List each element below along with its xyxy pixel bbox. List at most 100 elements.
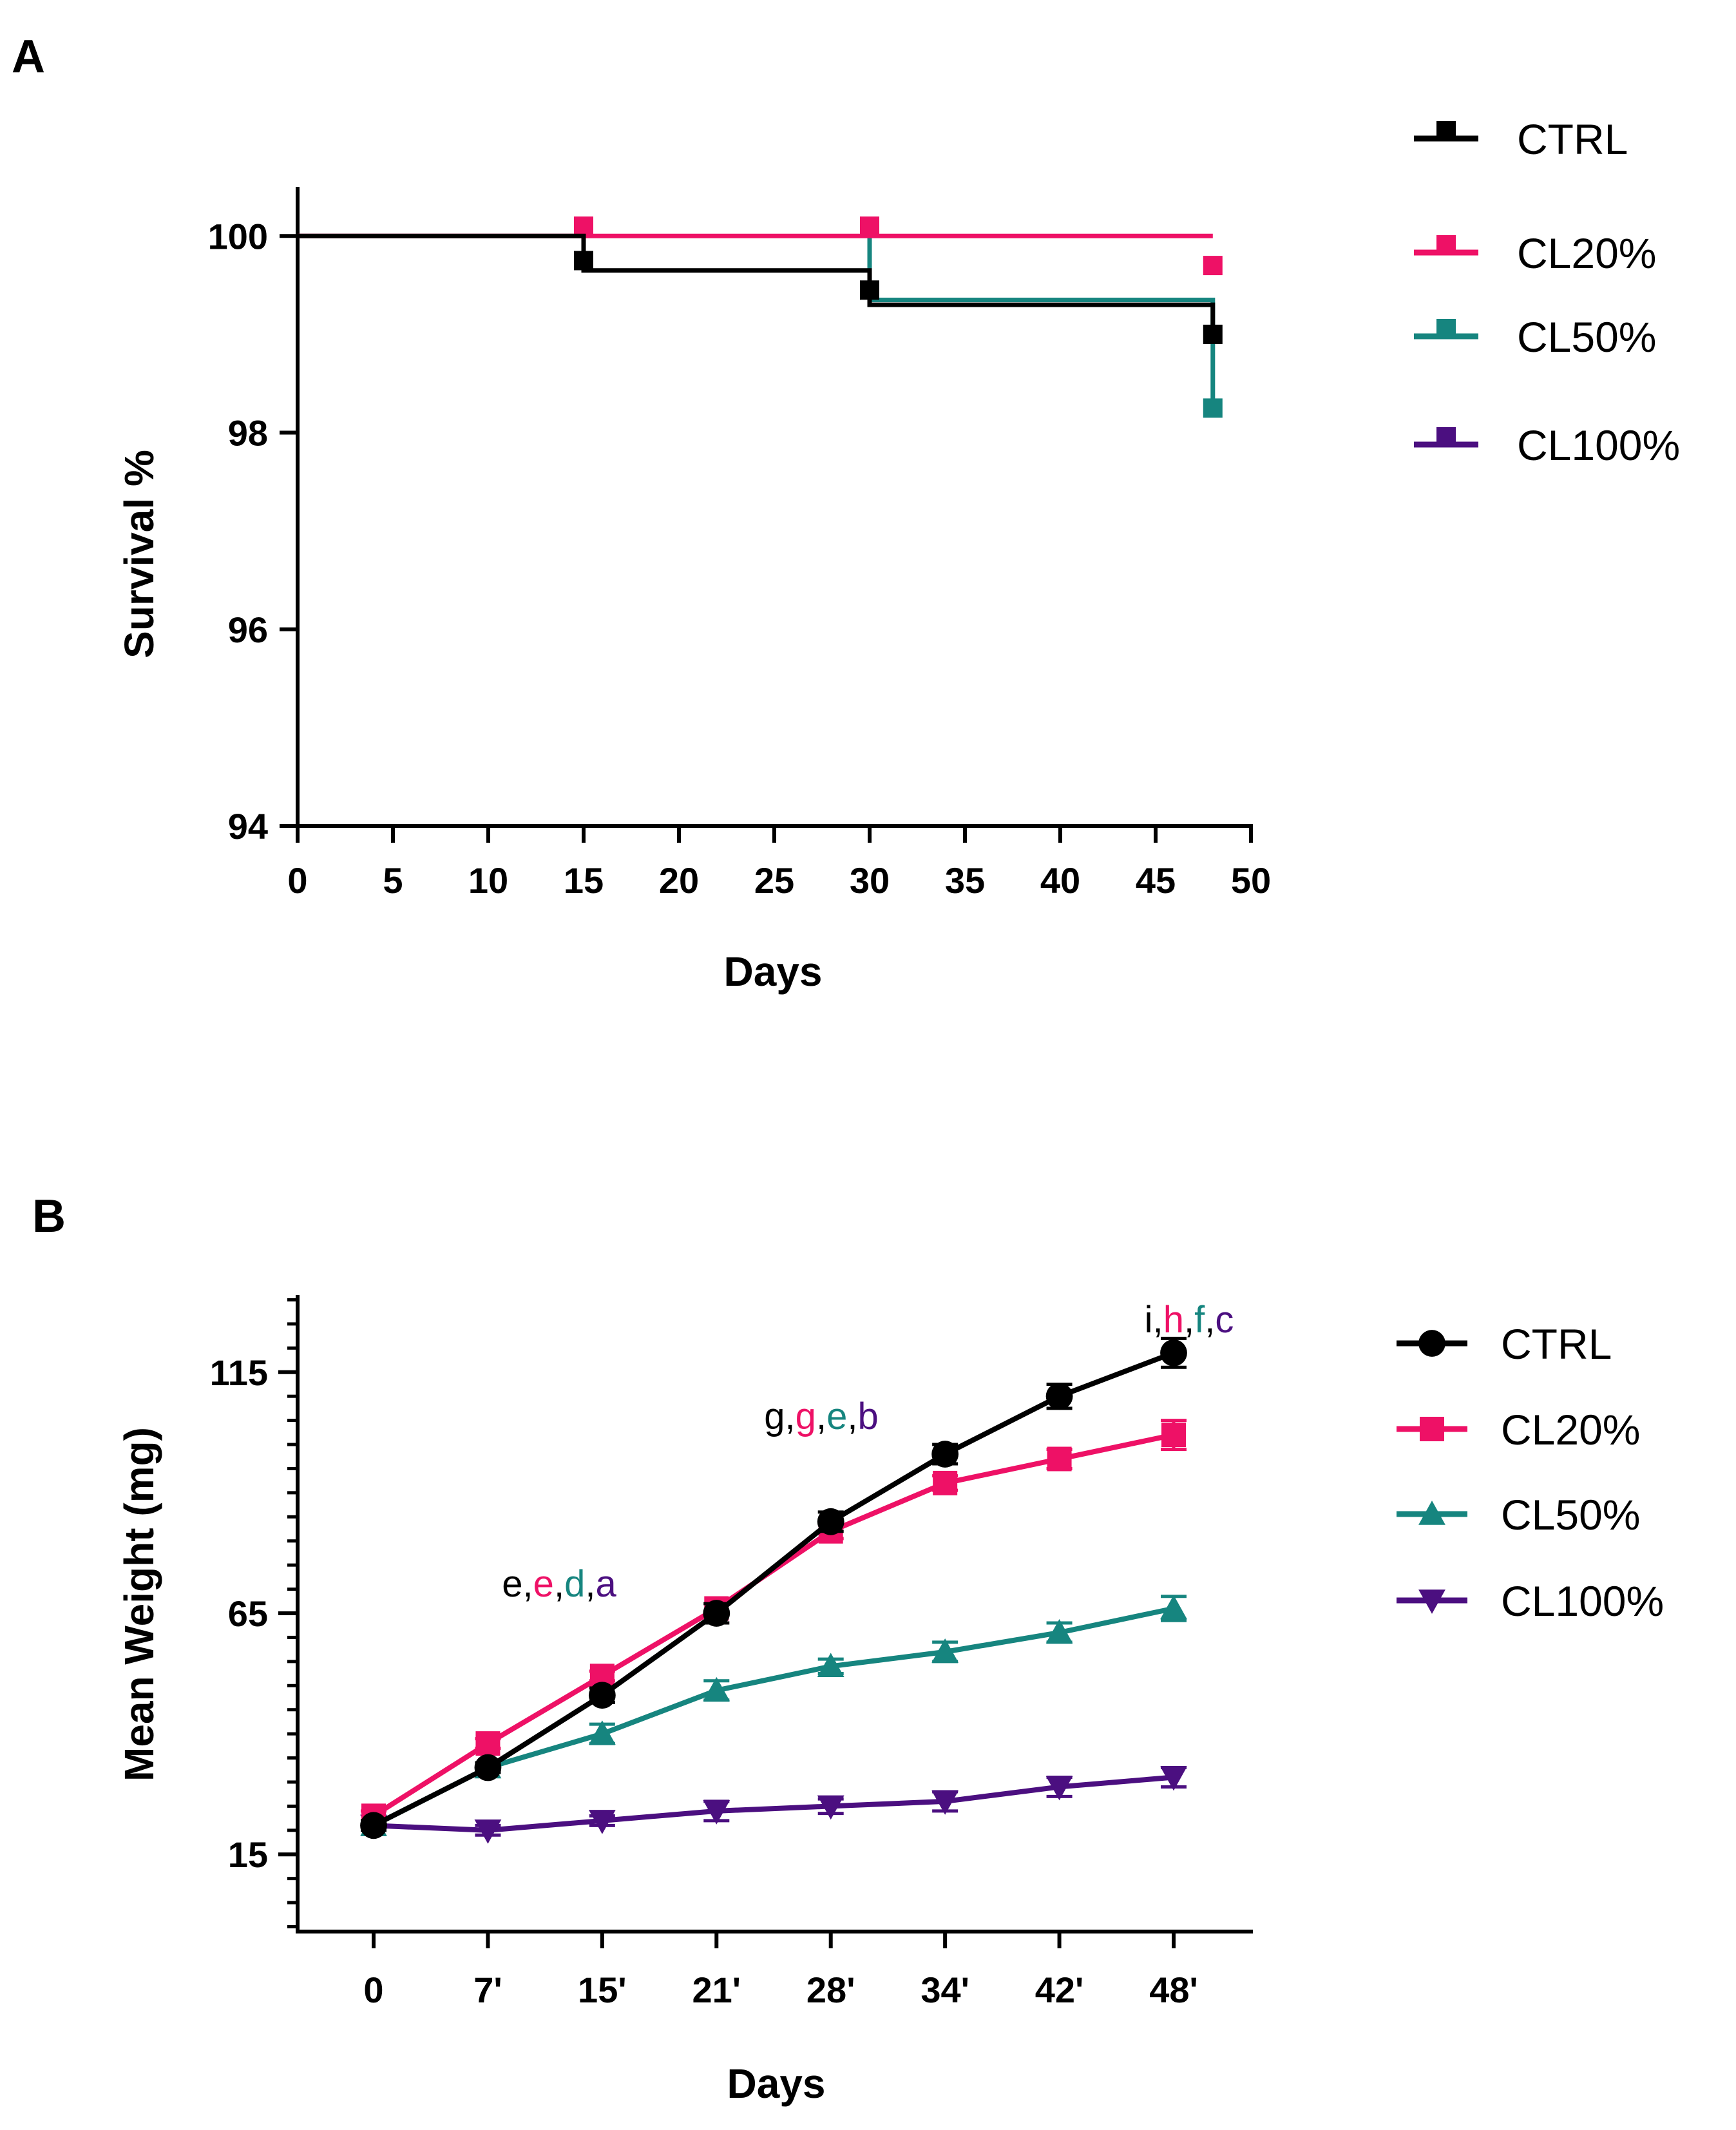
legend-marker-cl20pct — [1420, 1417, 1444, 1441]
significance-letter: i — [1145, 1299, 1153, 1341]
legend-marker-cl20pct — [1436, 235, 1456, 254]
y-tick-label: 96 — [228, 609, 268, 650]
series-line-ctrl — [298, 233, 1216, 340]
axes: 0 7' 15' 21' 28' 34' 42' 48' 15 65 115 — [210, 1295, 1253, 2010]
significance-letter: , — [1153, 1299, 1163, 1341]
x-tick-label: 21' — [692, 1970, 741, 2010]
x-tick-label: 20 — [659, 860, 699, 901]
legend-label-cl20pct: CL20% — [1501, 1406, 1640, 1454]
data-point-ctrl — [1045, 1383, 1073, 1410]
x-tick-label: 5 — [383, 860, 403, 901]
data-point-cl50pct — [931, 1638, 959, 1663]
x-tick-label: 15' — [578, 1970, 627, 2010]
legend-label-ctrl: CTRL — [1517, 115, 1628, 163]
data-point-cl50pct — [703, 1676, 730, 1702]
x-tick-label: 42' — [1035, 1970, 1084, 2010]
data-point-ctrl — [474, 1754, 502, 1781]
data-point-cl100pct — [474, 1819, 502, 1844]
censor-mark-cl50pct — [1203, 398, 1223, 418]
y-tick-label: 115 — [210, 1352, 268, 1393]
x-axis-title: Days — [724, 948, 823, 995]
data-point-cl100pct — [931, 1790, 959, 1815]
series-line-cl50pct — [372, 1606, 1174, 1828]
significance-letter: , — [847, 1396, 857, 1437]
data-point-cl100pct — [588, 1810, 616, 1834]
series-line-cl100pct — [373, 1774, 1174, 1833]
y-tick-label: 98 — [228, 413, 268, 454]
y-tick-label: 65 — [228, 1593, 268, 1634]
significance-letter: e — [533, 1563, 554, 1605]
y-tick-label: 94 — [228, 806, 268, 847]
significance-letter: g — [764, 1396, 785, 1437]
censor-mark-cl20pct — [574, 216, 593, 236]
x-tick-label: 0 — [287, 860, 307, 901]
legend-marker-ctrl — [1436, 121, 1456, 140]
data-point-cl20pct — [475, 1731, 501, 1756]
data-point-cl20pct — [933, 1470, 958, 1495]
legend-label-cl100pct: CL100% — [1517, 421, 1680, 469]
significance-letter: , — [1205, 1299, 1215, 1341]
significance-letter: c — [1215, 1299, 1234, 1341]
annotations: e,e,d,ag,g,e,bi,h,f,c — [502, 1299, 1234, 1605]
data-point-ctrl — [588, 1682, 616, 1709]
y-axis-title: Mean Weight (mg) — [116, 1427, 162, 1781]
legend-marker-cl50pct — [1418, 1501, 1445, 1525]
data-point-ctrl — [817, 1508, 844, 1535]
legend-label-cl50pct: CL50% — [1501, 1491, 1640, 1539]
series-layer — [360, 1336, 1187, 1844]
legend: CTRL CL20% CL50% CL100% — [1397, 1320, 1664, 1625]
data-point-ctrl — [703, 1600, 730, 1627]
significance-letter: e — [826, 1396, 847, 1437]
x-tick-label: 48' — [1149, 1970, 1198, 2010]
censor-mark-ctrl — [860, 280, 879, 300]
y-tick-label: 100 — [208, 216, 268, 256]
panel-a: A Days Survival % 0 5 10 15 20 25 30 35 40 45 50 94… — [12, 31, 1680, 995]
significance-letter: , — [585, 1563, 595, 1605]
significance-letter: e — [502, 1563, 522, 1605]
data-point-cl100pct — [1160, 1766, 1187, 1791]
legend-label-cl100pct: CL100% — [1501, 1577, 1664, 1625]
x-axis-title: Days — [727, 2060, 826, 2107]
panel-letter-a: A — [12, 31, 45, 82]
significance-letter: h — [1163, 1299, 1184, 1341]
censor-mark-ctrl — [1203, 324, 1223, 344]
y-axis-title: Survival % — [116, 450, 162, 658]
legend: CTRL CL20% CL50% CL100% — [1414, 115, 1680, 469]
x-tick-label: 15 — [564, 860, 604, 901]
x-tick-label: 30 — [850, 860, 890, 901]
data-point-cl50pct — [1045, 1619, 1073, 1644]
data-point-cl20pct — [1161, 1423, 1186, 1448]
legend-label-cl20pct: CL20% — [1517, 229, 1656, 277]
significance-letter: , — [785, 1396, 796, 1437]
significance-letter: b — [857, 1396, 878, 1437]
data-point-ctrl — [931, 1441, 959, 1468]
data-point-cl100pct — [1045, 1776, 1073, 1801]
panel-b: B Days Mean Weight (mg) 0 7' 15' 21' 28' 34' 4… — [32, 1191, 1664, 2107]
legend-marker-cl50pct — [1436, 319, 1456, 338]
legend-marker-ctrl — [1418, 1330, 1445, 1357]
significance-letters: i,h,f,c — [1145, 1299, 1234, 1341]
x-tick-label: 25 — [754, 860, 794, 901]
data-point-ctrl — [360, 1812, 387, 1839]
y-tick-label: 15 — [228, 1834, 268, 1875]
data-point-cl50pct — [817, 1653, 844, 1678]
data-point-cl100pct — [817, 1795, 844, 1820]
censor-mark-cl20pct — [860, 216, 879, 236]
x-tick-label: 40 — [1040, 860, 1080, 901]
significance-letters: g,g,e,b — [764, 1396, 878, 1437]
censor-mark-ctrl — [574, 251, 593, 271]
data-point-cl50pct — [588, 1720, 616, 1745]
data-point-cl50pct — [1160, 1595, 1187, 1620]
x-tick-label: 7' — [473, 1970, 502, 2010]
axes: 0 5 10 15 20 25 30 35 40 45 50 94 96 98 100 — [208, 187, 1271, 901]
x-tick-label: 34' — [920, 1970, 969, 2010]
significance-letter: d — [564, 1563, 585, 1605]
data-point-cl20pct — [1047, 1446, 1072, 1472]
x-tick-label: 35 — [945, 860, 985, 901]
data-point-ctrl — [1160, 1339, 1187, 1367]
significance-letter: , — [554, 1563, 564, 1605]
legend-label-cl50pct: CL50% — [1517, 313, 1656, 361]
series-line-cl50pct — [867, 236, 1216, 414]
x-tick-label: 50 — [1231, 860, 1271, 901]
x-tick-label: 0 — [363, 1970, 383, 2010]
